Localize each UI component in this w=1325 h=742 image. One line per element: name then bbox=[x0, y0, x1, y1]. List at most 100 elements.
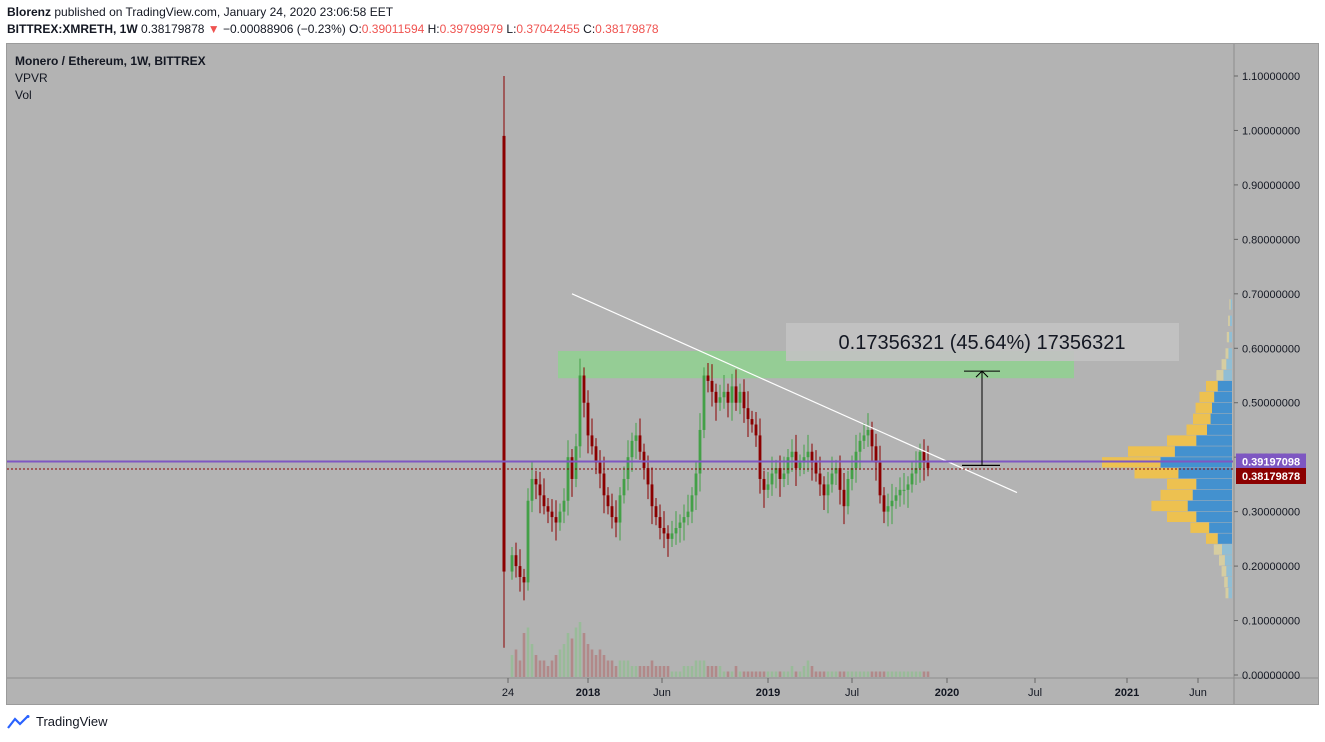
volume-profile-bar-down bbox=[1167, 478, 1197, 490]
volume-bar bbox=[674, 671, 678, 677]
volume-profile-bar-down bbox=[1206, 380, 1218, 392]
volume-bar bbox=[634, 666, 638, 677]
volume-bar bbox=[598, 649, 602, 677]
volume-bar bbox=[658, 666, 662, 677]
volume-bar bbox=[710, 666, 714, 677]
trendline bbox=[571, 293, 1018, 494]
author[interactable]: Blorenz bbox=[7, 5, 52, 19]
candle-body bbox=[758, 435, 762, 479]
volume-bar bbox=[570, 638, 574, 677]
volume-bar bbox=[742, 671, 746, 677]
candle-body bbox=[826, 484, 830, 496]
candle-body bbox=[846, 478, 850, 507]
candle-body bbox=[618, 495, 622, 523]
candle-body bbox=[830, 473, 834, 485]
volume-bar bbox=[546, 666, 550, 677]
time-tick-label: 2020 bbox=[935, 687, 959, 699]
volume-bar bbox=[586, 644, 590, 677]
legend-vol[interactable]: Vol bbox=[15, 88, 32, 102]
volume-bar bbox=[678, 671, 682, 677]
candle-body bbox=[746, 408, 750, 420]
volume-bar bbox=[778, 671, 782, 677]
legend-title[interactable]: Monero / Ethereum, 1W, BITTREX bbox=[15, 54, 206, 68]
volume-bar bbox=[826, 671, 830, 677]
volume-profile-bar-down bbox=[1195, 402, 1212, 414]
volume-bar bbox=[650, 660, 654, 677]
volume-bar bbox=[542, 660, 546, 677]
chart-frame[interactable] bbox=[6, 43, 1319, 705]
candle-body bbox=[714, 391, 718, 403]
candle-body bbox=[854, 451, 858, 469]
price-tick-label: 0.50000000 bbox=[1242, 398, 1300, 410]
candle-body bbox=[686, 511, 690, 518]
time-tick-label: 2019 bbox=[756, 687, 780, 699]
last-price-tag bbox=[1236, 467, 1306, 484]
legend-vpvr[interactable]: VPVR bbox=[15, 71, 48, 85]
candle-body bbox=[602, 473, 606, 496]
candle-body bbox=[522, 576, 526, 583]
candle-body bbox=[634, 435, 638, 441]
volume-profile-bar-up bbox=[1187, 500, 1232, 512]
candle-body bbox=[510, 555, 514, 572]
volume-profile-bar-up bbox=[1178, 468, 1232, 479]
volume-bar bbox=[822, 671, 826, 677]
volume-bar bbox=[758, 671, 762, 677]
volume-bar bbox=[626, 660, 630, 677]
volume-bar bbox=[830, 671, 834, 677]
volume-profile-bar-up bbox=[1209, 522, 1232, 533]
candle-body bbox=[518, 566, 522, 577]
volume-profile-bar-down bbox=[1193, 413, 1211, 425]
volume-profile-bar-up bbox=[1229, 315, 1232, 326]
candle-body bbox=[778, 468, 782, 479]
candle-body bbox=[654, 506, 658, 518]
volume-bar bbox=[862, 671, 866, 677]
candle-body bbox=[842, 489, 846, 507]
candle-body bbox=[662, 527, 666, 534]
volume-profile-bar-up bbox=[1206, 424, 1232, 435]
volume-bar bbox=[686, 666, 690, 677]
volume-bar bbox=[662, 666, 666, 677]
volume-bar bbox=[550, 660, 554, 677]
volume-profile-bar-up bbox=[1210, 413, 1232, 425]
tradingview-logo-icon[interactable] bbox=[7, 714, 31, 729]
candle-body bbox=[514, 555, 518, 567]
brand-label[interactable]: TradingView bbox=[36, 714, 108, 729]
candle-body bbox=[682, 517, 686, 523]
candle-body bbox=[810, 451, 814, 463]
volume-profile-bar-down bbox=[1221, 359, 1227, 370]
candle-body bbox=[570, 457, 574, 479]
volume-profile-bar-up bbox=[1228, 348, 1232, 359]
spike-candle bbox=[502, 135, 506, 572]
chart-legend: Monero / Ethereum, 1W, BITTREX VPVR Vol bbox=[15, 53, 206, 104]
poc-price-tag bbox=[1236, 453, 1306, 470]
volume-bar bbox=[614, 666, 618, 677]
candle-body bbox=[866, 429, 870, 436]
volume-profile-bar-down bbox=[1225, 587, 1229, 599]
high-value: 0.39799979 bbox=[439, 22, 504, 36]
volume-bar bbox=[618, 660, 622, 677]
candle-body bbox=[610, 506, 614, 518]
volume-bar bbox=[910, 671, 914, 677]
volume-bar bbox=[926, 671, 930, 677]
volume-profile-bar-down bbox=[1219, 555, 1225, 566]
candle-body bbox=[586, 402, 590, 436]
candle-body bbox=[574, 446, 578, 479]
volume-bar bbox=[850, 671, 854, 677]
volume-bar bbox=[610, 660, 614, 677]
time-tick-label: Jun bbox=[653, 687, 671, 699]
candle-body bbox=[722, 391, 726, 398]
volume-profile-bar-down bbox=[1221, 566, 1227, 577]
volume-bar bbox=[886, 671, 890, 677]
candle-body bbox=[818, 473, 822, 485]
candle-body bbox=[870, 429, 874, 447]
volume-bar bbox=[526, 627, 530, 677]
candle-body bbox=[898, 489, 902, 496]
high-label: H: bbox=[427, 22, 440, 36]
candle-body bbox=[734, 386, 738, 403]
candle-body bbox=[718, 397, 722, 403]
volume-bar bbox=[642, 666, 646, 677]
volume-bar bbox=[582, 633, 586, 677]
candle-body bbox=[914, 468, 918, 474]
volume-bar bbox=[874, 671, 878, 677]
